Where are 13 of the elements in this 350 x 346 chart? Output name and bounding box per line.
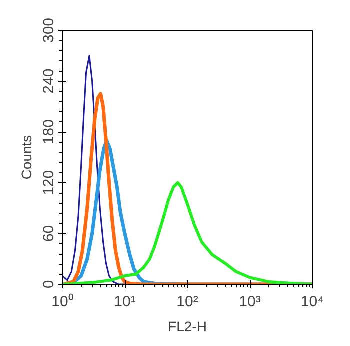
y-tick-label: 120 (40, 170, 58, 196)
x-tick-label: 10⁴ (300, 294, 324, 310)
x-tick-label: 10⁰ (52, 294, 74, 310)
y-tick-label: 240 (40, 68, 58, 94)
x-axis-title: FL2-H (168, 318, 207, 334)
x-tick-label: 10¹ (114, 294, 136, 310)
y-axis-title: Counts (18, 135, 34, 180)
y-tick-label: 0 (40, 280, 58, 289)
y-tick-label: 180 (40, 120, 58, 145)
y-tick-label: 300 (40, 18, 58, 44)
y-tick-label: 60 (40, 225, 58, 242)
x-tick-label: 10² (176, 294, 198, 310)
x-tick-label: 10³ (239, 294, 261, 310)
